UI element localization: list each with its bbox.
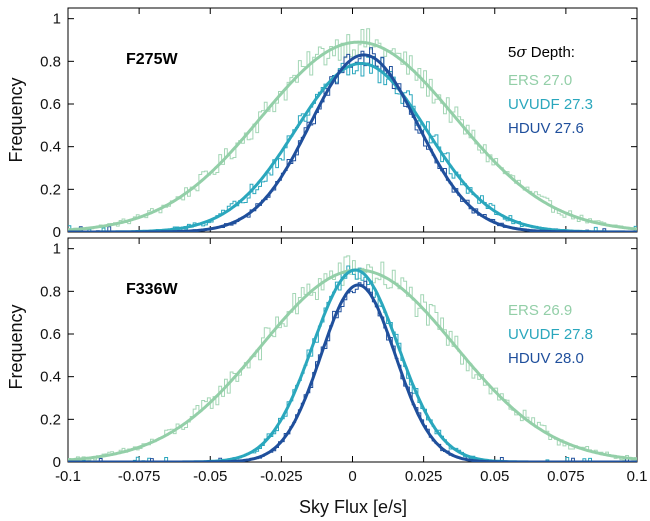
y-tick-label: 1	[53, 241, 61, 258]
y-tick-label: 0	[53, 454, 61, 471]
y-tick-label: 0.6	[40, 96, 61, 113]
x-tick-label: 0.1	[627, 468, 648, 485]
x-tick-label: -0.05	[193, 468, 227, 485]
y-tick-label: 0.4	[40, 139, 61, 156]
x-tick-label: 0.025	[405, 468, 443, 485]
y-tick-label: 0.8	[40, 53, 61, 70]
legend-entry-ers: ERS 27.0	[508, 72, 572, 89]
fit-curve-hduv	[68, 283, 637, 462]
legend-entry-ers: ERS 26.9	[508, 302, 572, 319]
y-tick-label: 0.4	[40, 369, 61, 386]
filter-label-f336w: F336W	[126, 281, 178, 298]
legend-title-sigma: σ	[516, 43, 527, 61]
fit-curve-uvudf	[68, 62, 637, 232]
fit-curve-hduv	[68, 53, 637, 232]
panel-f275w: 0 0.2 0.4 0.6 0.8 1 ERS 27.0 UVUDF 27.3 HDUV 27.…	[40, 7, 638, 241]
fit-curve-uvudf	[68, 268, 637, 462]
y-tick-label: 0.2	[40, 181, 61, 198]
y-tick-label: 0.6	[40, 326, 61, 343]
y-tick-label: 1	[53, 11, 61, 28]
x-tick-label: -0.025	[260, 468, 303, 485]
y-tick-label: 0.2	[40, 411, 61, 428]
legend-entry-uvudf: UVUDF 27.3	[508, 96, 593, 113]
x-tick-label: -0.1	[55, 468, 81, 485]
legend-entry-hduv: HDUV 28.0	[508, 350, 584, 367]
x-tick-label: 0.075	[547, 468, 585, 485]
panel-f336w: 0 0.2 0.4 0.6 0.8 1 -0.1 -0.075 -0.05 -0.025 0 0.02…	[40, 237, 648, 485]
x-tick-label: 0.05	[480, 468, 509, 485]
y-axis-label-top: Frequency	[6, 77, 26, 162]
y-axis-label-bottom: Frequency	[6, 304, 26, 389]
legend-entry-uvudf: UVUDF 27.8	[508, 326, 593, 343]
y-tick-label: 0.8	[40, 283, 61, 300]
legend-title-prefix: 5	[508, 44, 516, 61]
data-layer	[68, 255, 637, 462]
legend-title-suffix: Depth:	[527, 44, 575, 61]
data-layer	[68, 28, 637, 232]
fit-curve-ers	[68, 40, 637, 232]
x-tick-label: 0	[348, 468, 356, 485]
x-axis-label: Sky Flux [e/s]	[299, 497, 407, 517]
legend-entry-hduv: HDUV 27.6	[508, 120, 584, 137]
filter-label-f275w: F275W	[126, 51, 178, 68]
x-tick-label: -0.075	[118, 468, 161, 485]
y-tick-label: 0	[53, 224, 61, 241]
legend-title: 5σ Depth:	[508, 43, 575, 61]
